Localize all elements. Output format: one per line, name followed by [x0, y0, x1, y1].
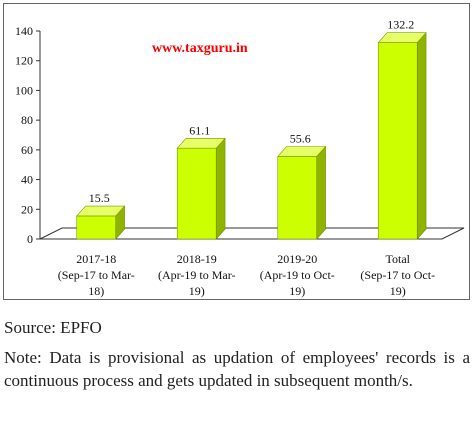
- bar-chart: 0 20 40 60 80 100 120 140 15.5 2017-18 (Sep-17 to…: [15, 18, 465, 298]
- bar-top: [377, 32, 427, 43]
- category-label: Total (Sep-17 to Oct- 19): [360, 252, 435, 298]
- y-tick-label: 60: [21, 143, 33, 157]
- category-label-line: 2017-18: [76, 252, 116, 266]
- data-label: 61.1: [189, 123, 210, 137]
- bar-side: [316, 145, 326, 240]
- y-tick-label: 80: [21, 113, 33, 127]
- bar-top: [76, 205, 126, 217]
- bar: [277, 145, 327, 240]
- y-tick-label: 100: [15, 83, 33, 97]
- category-label-line: (Sep-17 to Mar-: [58, 268, 135, 282]
- y-tick-label: 20: [21, 202, 33, 216]
- bar-front: [176, 147, 217, 240]
- category-label-line: Total: [386, 252, 411, 266]
- bar-front: [377, 42, 418, 240]
- watermark: www.taxguru.in: [152, 41, 248, 56]
- category-label-line: (Apr-19 to Mar-: [158, 268, 236, 282]
- category-label-line: (Apr-19 to Oct-: [260, 268, 335, 282]
- bar-top: [176, 138, 226, 149]
- source-caption: Source: EPFO: [4, 318, 102, 337]
- bar-side: [416, 31, 427, 240]
- category-label: 2019-20 (Apr-19 to Oct- 19): [260, 252, 335, 298]
- category-label-line: (Sep-17 to Oct-: [360, 268, 435, 282]
- data-label: 55.6: [290, 131, 311, 145]
- y-tick-label: 120: [15, 54, 33, 68]
- y-tick-label: 40: [21, 173, 33, 187]
- data-label: 15.5: [89, 191, 110, 205]
- y-tick-label: 0: [27, 232, 33, 246]
- category-label-line: 19): [390, 284, 406, 298]
- category-label: 2017-18 (Sep-17 to Mar- 18): [58, 252, 135, 298]
- category-label-line: 18): [88, 284, 104, 298]
- bar-side: [215, 137, 226, 240]
- y-tick-label: 140: [15, 24, 33, 38]
- bar: [377, 31, 427, 240]
- category-label-line: 2019-20: [277, 252, 317, 266]
- bar: [76, 205, 126, 240]
- bar: [176, 137, 226, 240]
- category-label: 2018-19 (Apr-19 to Mar- 19): [158, 252, 236, 298]
- category-label-line: 19): [189, 284, 205, 298]
- category-label-line: 19): [289, 284, 305, 298]
- note-caption: Note: Data is provisional as updation of…: [4, 348, 470, 390]
- chart-frame: 0 20 40 60 80 100 120 140 15.5 2017-18 (Sep-17 to…: [3, 3, 470, 300]
- bar-front: [76, 215, 117, 240]
- data-label: 132.2: [387, 18, 414, 32]
- bar-front: [277, 156, 318, 240]
- bar-top: [277, 146, 327, 157]
- category-label-line: 2018-19: [177, 252, 217, 266]
